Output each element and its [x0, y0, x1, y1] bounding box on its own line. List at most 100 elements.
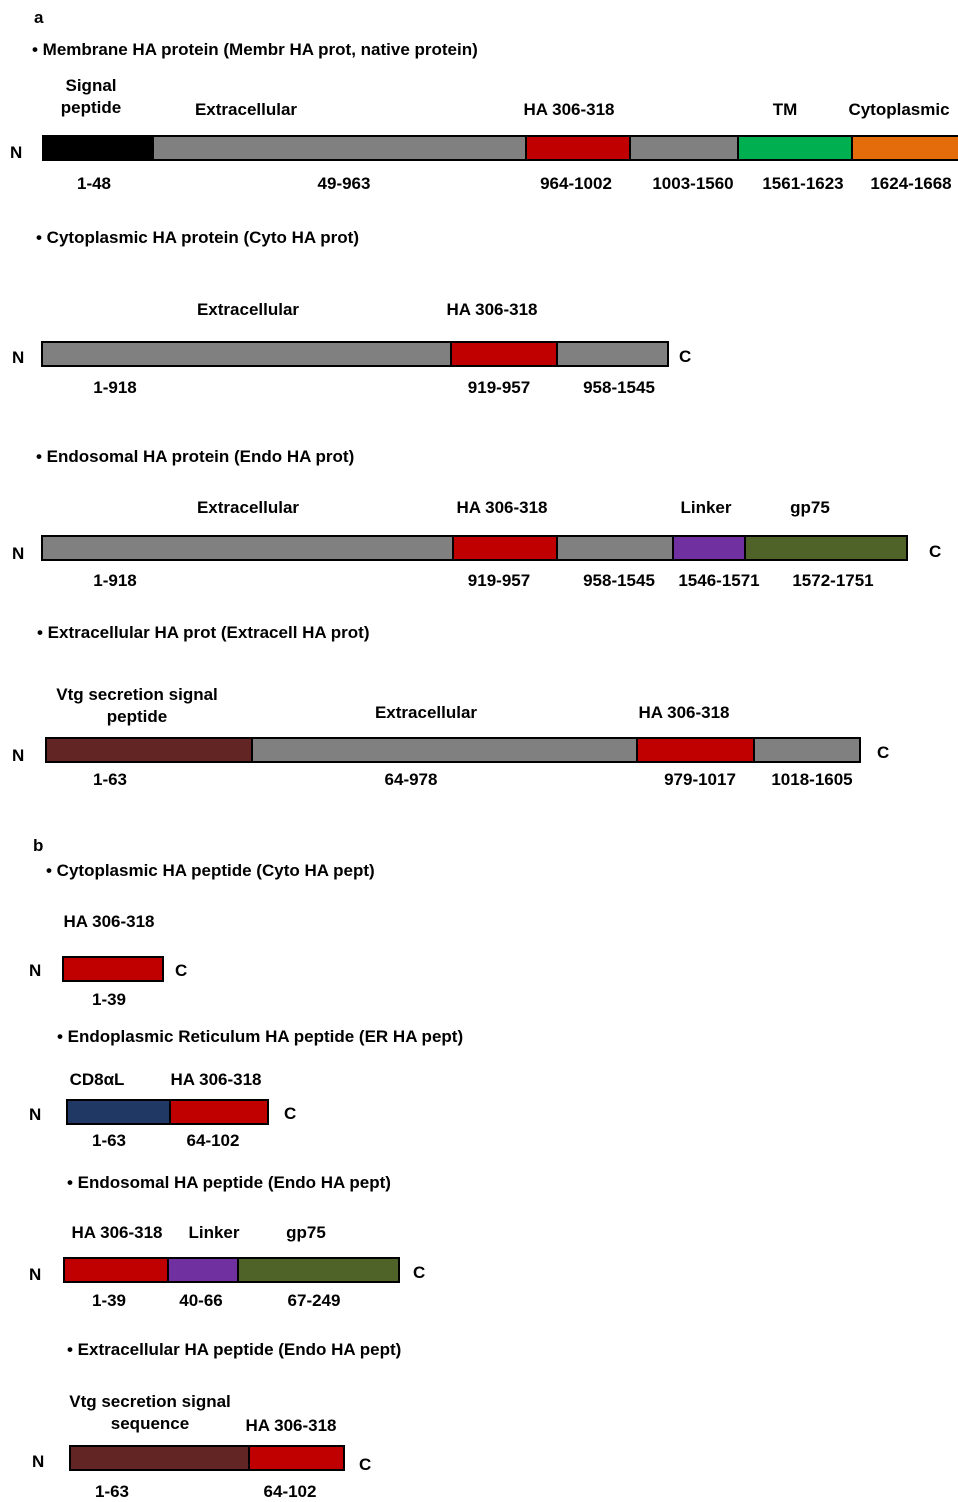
segment-range: 1546-1571: [678, 571, 760, 590]
ha-epitope-segment: [169, 1101, 267, 1123]
segment-label: Extracellular: [194, 100, 298, 119]
segment-range: 1-39: [91, 990, 127, 1009]
segment-range: 40-66: [179, 1291, 223, 1310]
c-terminus-label: C: [359, 1455, 372, 1474]
segment-range: 1-918: [93, 378, 137, 397]
cytoplasmic-segment: [851, 137, 958, 159]
segment-label: Linker: [680, 498, 732, 517]
segment-range: 64-102: [186, 1131, 240, 1150]
c-terminus-label: C: [877, 743, 890, 762]
segment-range: 1003-1560: [652, 174, 734, 193]
extracellular-segment: [250, 739, 637, 761]
domain-bar: [63, 1257, 400, 1283]
n-terminus-label: N: [10, 143, 23, 162]
extracellular-segment: [555, 537, 673, 559]
segment-label: Extracellular: [374, 703, 478, 722]
segment-range: 1018-1605: [771, 770, 853, 789]
segment-range: 1-63: [91, 1131, 127, 1150]
signal-peptide-segment: [44, 137, 152, 159]
extracellular-segment: [151, 137, 525, 159]
segment-range: 1-48: [76, 174, 112, 193]
panel-label-b: b: [33, 836, 44, 855]
construct-title: • Cytoplasmic HA peptide (Cyto HA pept): [46, 861, 375, 880]
ha-epitope-segment: [452, 537, 556, 559]
segment-label: Extracellular: [196, 300, 300, 319]
construct-title: • Membrane HA protein (Membr HA prot, na…: [32, 40, 478, 59]
segment-label: HA 306-318: [638, 703, 730, 722]
segment-range: 1-39: [91, 1291, 127, 1310]
n-terminus-label: N: [12, 746, 25, 765]
segment-label: Linker: [188, 1223, 240, 1242]
linker-segment: [672, 537, 744, 559]
domain-bar: [42, 135, 958, 161]
construct-title: • Extracellular HA prot (Extracell HA pr…: [37, 623, 370, 642]
vtg-signal-segment: [71, 1447, 248, 1469]
extracellular-segment: [629, 137, 737, 159]
segment-range: 1-63: [94, 1482, 130, 1501]
construct-title: • Endosomal HA protein (Endo HA prot): [36, 447, 355, 466]
segment-range: 1572-1751: [792, 571, 874, 590]
segment-label: HA 306-318: [245, 1416, 337, 1435]
construct-title: • Endoplasmic Reticulum HA peptide (ER H…: [57, 1027, 464, 1046]
c-terminus-label: C: [284, 1104, 297, 1123]
segment-range: 958-1545: [583, 571, 655, 590]
ha-epitope-segment: [248, 1447, 343, 1469]
n-terminus-label: N: [29, 961, 42, 980]
segment-range: 958-1545: [583, 378, 655, 397]
domain-bar: [45, 737, 861, 763]
construct-title: • Cytoplasmic HA protein (Cyto HA prot): [36, 228, 359, 247]
segment-label: HA 306-318: [446, 300, 538, 319]
ha-epitope-segment: [65, 1259, 167, 1281]
segment-range: 67-249: [287, 1291, 341, 1310]
segment-range: 979-1017: [664, 770, 736, 789]
c-terminus-label: C: [175, 961, 188, 980]
segment-label: TM: [772, 100, 798, 119]
n-terminus-label: N: [32, 1452, 45, 1471]
gp75-segment: [237, 1259, 398, 1281]
construct-title: • Extracellular HA peptide (Endo HA pept…: [67, 1340, 402, 1359]
n-terminus-label: N: [29, 1265, 42, 1284]
gp75-segment: [743, 537, 906, 559]
segment-range: 919-957: [467, 571, 531, 590]
segment-label: HA 306-318: [63, 912, 155, 931]
segment-range: 64-978: [384, 770, 438, 789]
segment-range: 919-957: [467, 378, 531, 397]
n-terminus-label: N: [29, 1105, 42, 1124]
segment-range: 1-63: [92, 770, 128, 789]
ha-epitope-segment: [64, 958, 162, 980]
c-terminus-label: C: [929, 542, 942, 561]
segment-label: Vtg secretion signal peptide: [56, 685, 218, 726]
segment-label: Extracellular: [196, 498, 300, 517]
segment-label: HA 306-318: [170, 1070, 262, 1089]
extracellular-segment: [43, 343, 450, 365]
c-terminus-label: C: [413, 1263, 426, 1282]
cd8-leader-segment: [68, 1101, 169, 1123]
ha-epitope-segment: [524, 137, 630, 159]
ha-epitope-segment: [636, 739, 753, 761]
segment-label: CD8αL: [69, 1070, 125, 1089]
domain-bar: [69, 1445, 345, 1471]
extracellular-segment: [556, 343, 667, 365]
construct-title: • Endosomal HA peptide (Endo HA pept): [67, 1173, 391, 1192]
extracellular-segment: [752, 739, 859, 761]
domain-bar: [62, 956, 164, 982]
segment-range: 49-963: [317, 174, 371, 193]
linker-segment: [167, 1259, 237, 1281]
segment-label: Vtg secretion signal sequence: [69, 1392, 231, 1433]
segment-range: 1624-1668: [870, 174, 952, 193]
segment-label: HA 306-318: [523, 100, 615, 119]
ha-epitope-segment: [450, 343, 556, 365]
segment-range: 1-918: [93, 571, 137, 590]
segment-range: 1561-1623: [762, 174, 844, 193]
segment-label: gp75: [286, 1223, 326, 1242]
segment-label: gp75: [790, 498, 830, 517]
vtg-signal-segment: [47, 739, 251, 761]
c-terminus-label: C: [679, 347, 692, 366]
segment-label: Cytoplasmic: [848, 100, 950, 119]
segment-label: HA 306-318: [456, 498, 548, 517]
domain-bar: [41, 341, 669, 367]
domain-bar: [41, 535, 908, 561]
n-terminus-label: N: [12, 544, 25, 563]
segment-label: Signal peptide: [60, 76, 122, 117]
segment-label: HA 306-318: [71, 1223, 163, 1242]
